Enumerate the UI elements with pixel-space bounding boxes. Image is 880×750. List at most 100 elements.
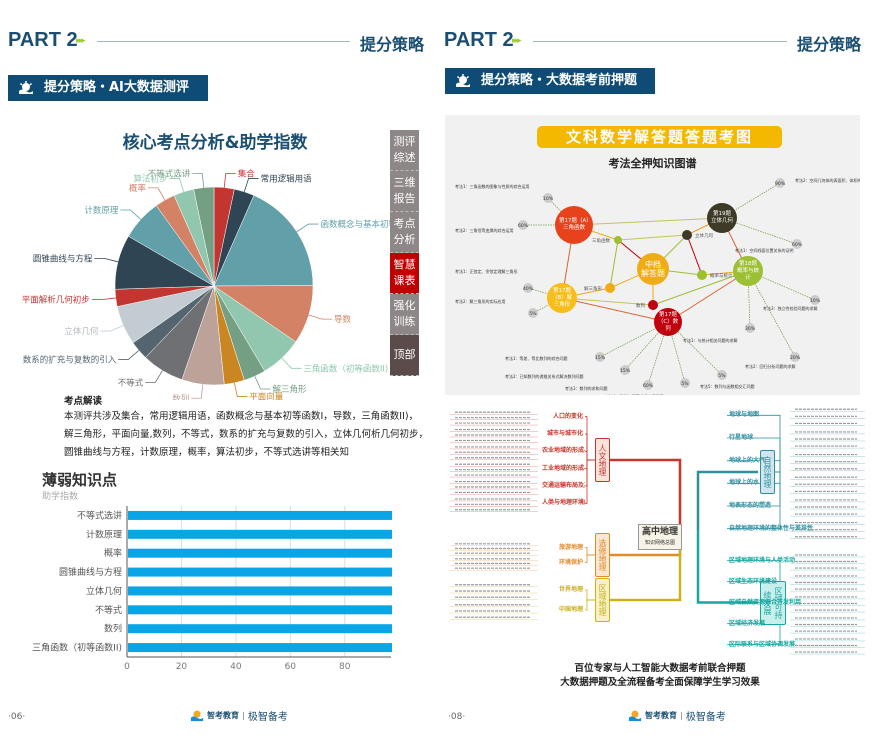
pie-leader-line (147, 187, 166, 201)
mindmap-center: 高中地理 知识网络总图 (638, 524, 682, 550)
mindmap-branch: 人文地理 (595, 438, 610, 482)
nav-item[interactable]: 三维报告 (390, 171, 419, 212)
mindmap-topic: 地球上的大气 (729, 456, 766, 464)
pie-label: 导数 (334, 314, 352, 325)
percent-bubble (523, 283, 533, 293)
pie-leader-line (118, 350, 140, 360)
mindmap-link (585, 459, 595, 487)
percent-bubble (528, 308, 538, 318)
percent-label: 15% (595, 355, 606, 361)
method-label: 考法2：三角恒等变换的综合运用 (455, 227, 514, 233)
percent-bubble (775, 178, 785, 188)
mindmap-link (585, 459, 595, 470)
mindmap-link (585, 450, 595, 461)
percent-label: 60% (518, 223, 529, 229)
mindmap-topic: 区域自然资源综合开发利用 (729, 598, 802, 606)
percent-label: 90% (775, 181, 786, 187)
y-tick-label: 概率 (104, 547, 122, 559)
pie-label: 函数概念与基本初等函数Ⅰ (321, 219, 390, 230)
method-label: 考法1：三角函数的图象与性质的综合运用 (455, 183, 530, 189)
mindmap-topic: 区域经济发展 (729, 619, 766, 627)
pie-leader-line (91, 297, 116, 301)
percent-label: 5% (529, 311, 537, 317)
banner-text: 提分策略・AI大数据测评 (44, 80, 189, 95)
mindmap-link (585, 416, 595, 461)
nav-item[interactable]: 强化训练 (390, 294, 419, 335)
bar (128, 605, 392, 615)
graph-small-node (605, 283, 615, 293)
pie-label: 立体几何 (64, 326, 99, 337)
arrows-icon: ▸▸▸ (512, 36, 521, 46)
divider (97, 41, 350, 42)
mindmap-link (585, 589, 595, 601)
y-tick-label: 圆锥曲线与方程 (59, 566, 122, 578)
graph-edge (617, 234, 688, 241)
graph-node-label: 三角函数 (592, 237, 610, 244)
logo: 智考教育 | 极智备考 (190, 706, 288, 724)
x-tick-label: 80 (339, 662, 351, 672)
pie-leader-line (145, 370, 163, 383)
graph-node (637, 253, 669, 285)
percent-bubble (680, 378, 690, 388)
nav-item[interactable]: 智慧课表 (390, 253, 419, 294)
mindmap-branch: 区域可持续发展 (760, 580, 786, 625)
pie-slice (213, 195, 314, 287)
percent-bubble (790, 352, 800, 362)
percent-bubble (620, 365, 630, 375)
section-title: 提分策略 (360, 35, 425, 54)
mindmap-lines (450, 408, 865, 655)
nav-item[interactable]: 测评综述 (390, 130, 419, 171)
y-tick-label: 不等式选讲 (77, 509, 122, 521)
bar (128, 643, 392, 653)
x-tick-label: 60 (285, 662, 297, 672)
mindmap-link (585, 433, 595, 461)
graph-edge (561, 297, 654, 306)
bar-subtitle: 助学指数 (42, 492, 79, 502)
mindmap-topic: 人类与地理环境的协调发展 (542, 499, 585, 507)
mindmap-topic: 农业地域的形成与发展 (542, 447, 585, 455)
x-tick-label: 0 (124, 662, 130, 672)
mindmap-trunk (696, 530, 758, 604)
bar (128, 567, 392, 577)
percent-bubble (543, 193, 553, 203)
arrows-icon: ▸▸▸ (76, 36, 85, 46)
pie-leader-line (191, 384, 204, 399)
graph-node (654, 308, 682, 336)
nav-item[interactable]: 顶部 (390, 335, 419, 376)
percent-bubble (643, 380, 653, 390)
mindmap-trunk (696, 470, 758, 530)
method-label: 考法1：空间线面位置关系的证明 (735, 247, 794, 253)
mindmap-link (585, 459, 595, 504)
note-line: 本测评共涉及集合，常用逻辑用语，函数概念与基本初等函数I，导数，三角函数II)， (64, 411, 419, 422)
graph-title: 文科数学解答题答题考图 (537, 126, 782, 148)
method-label: 考法3：数列的求和问题 (565, 385, 608, 391)
pie-leader-line (243, 178, 259, 192)
note-line: 圆锥曲线与方程，计数原理，概率，算法初步，不等式选讲等相关知 (64, 447, 350, 458)
mindmap-topic: 工业地域的形成与发展 (542, 464, 585, 472)
percent-bubble (792, 239, 802, 249)
mindmap-topic: 地球与地图 (729, 411, 760, 419)
graph-subtitle: 考法全押知识图谱 (608, 157, 697, 170)
logo: 智考教育 | 极智备考 (628, 706, 726, 724)
method-label: 考法2：回归分析问题的求解 (745, 363, 796, 369)
pie-label: 平面向量 (249, 392, 284, 400)
graph-small-node (614, 236, 622, 244)
sun-wave-logo-icon (456, 74, 470, 87)
mindmap-topic: 人口的变化 (552, 412, 583, 420)
page-number: ·06· (8, 712, 26, 722)
logo-icon (190, 710, 204, 722)
pie-label: 计数原理 (84, 205, 119, 216)
x-tick-label: 40 (230, 662, 242, 672)
nav-item[interactable]: 考点分析 (390, 212, 419, 253)
mindmap-topic: 城市与城市化 (546, 430, 583, 437)
mindmap-topic: 交通运输布局及其影响 (542, 482, 585, 489)
graph-edge (667, 270, 749, 323)
graph-edge (573, 217, 723, 226)
pie-label: 数系的扩充与复数的引入 (23, 355, 117, 366)
graph-node-label: 第18题 概率与统计 (736, 260, 759, 281)
mindmap-branch: 选修地理 (595, 533, 610, 577)
bubble-link (747, 270, 796, 358)
method-label: 考法1：与统计相关问题的求解 (683, 337, 738, 343)
pie-leader-line (281, 357, 302, 369)
mindmap-link (727, 471, 781, 530)
